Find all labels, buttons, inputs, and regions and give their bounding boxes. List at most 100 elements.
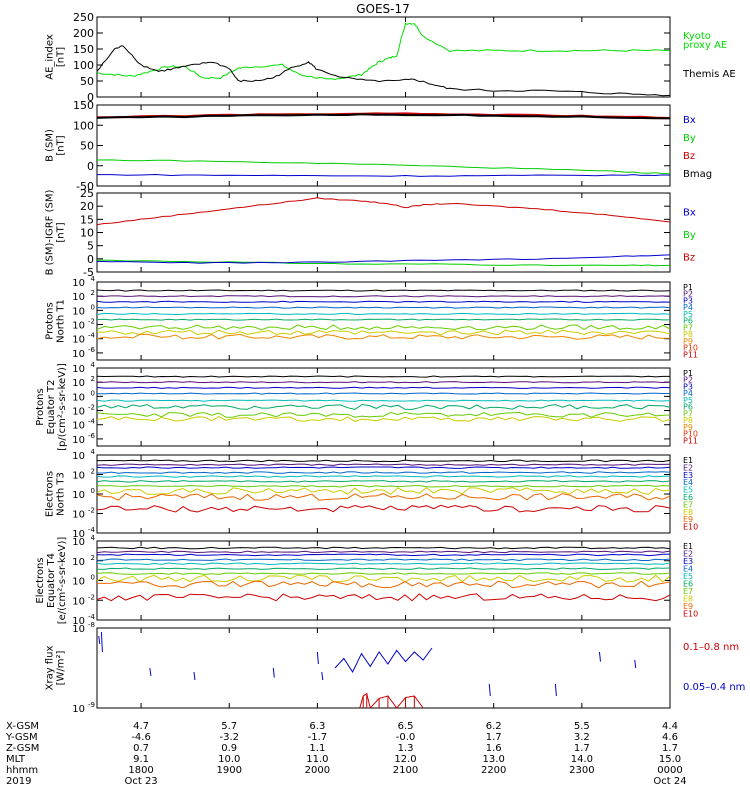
- legend-entry: P6: [683, 403, 693, 412]
- y-axis-label: [nT]: [56, 135, 67, 155]
- series-line-bx: [97, 173, 670, 177]
- legend-entry: E5: [683, 486, 693, 495]
- xray-dash: [149, 667, 152, 677]
- legend-entry: E10: [683, 523, 698, 532]
- legend-entry: 0.05–0.4 nm: [683, 682, 745, 693]
- series-line-p8: [97, 416, 670, 422]
- series-line-p2: [97, 381, 670, 384]
- y-tick-label: 150: [73, 43, 94, 56]
- y-tick-exponent: 0: [91, 487, 95, 495]
- legend-entry: E3: [683, 557, 693, 566]
- series-line-p1: [97, 289, 670, 292]
- ephemeris-value: Oct 23: [124, 776, 157, 787]
- y-tick-label: 100: [73, 119, 94, 132]
- legend-entry: By: [683, 230, 696, 241]
- y-tick-label: 15: [80, 213, 94, 226]
- y-tick-label: 10: [72, 471, 85, 482]
- legend-entry: E2: [683, 550, 693, 559]
- legend-entry: E9: [683, 515, 693, 524]
- legend-entry: P5: [683, 310, 693, 319]
- series-line-p5: [97, 399, 670, 402]
- ephemeris-value: 9.1: [133, 754, 149, 765]
- legend-entry: P11: [683, 436, 698, 445]
- ephemeris-table: X-GSMY-GSMZ-GSMMLThhmm20194.7-4.60.79.11…: [5, 721, 687, 787]
- panel-frame: [96, 627, 671, 709]
- panel-frame: [96, 540, 671, 621]
- y-tick-exponent: 0: [91, 389, 95, 397]
- ephemeris-value: 10.0: [218, 754, 240, 765]
- legend-entry: E9: [683, 602, 693, 611]
- y-tick-label: 100: [73, 59, 94, 72]
- y-tick-label: 10: [72, 624, 85, 635]
- ephemeris-value: 1.7: [486, 732, 502, 743]
- series-line-e4: [97, 471, 670, 474]
- ephemeris-value: 11.0: [306, 754, 328, 765]
- legend-entry: P2: [683, 290, 693, 299]
- y-tick-label: 20: [80, 200, 94, 213]
- series-line-bmag: [97, 113, 670, 120]
- ephemeris-value: 5.5: [574, 721, 590, 732]
- series-line-e1: [97, 459, 670, 463]
- y-tick-label: 10: [72, 529, 85, 540]
- series-line-e5: [97, 475, 670, 478]
- y-axis-label: B (SM): [45, 129, 56, 162]
- series-line-by: [97, 159, 670, 175]
- legend-entry: E7: [683, 587, 693, 596]
- legend-entry: Bz: [683, 253, 695, 264]
- ephemeris-value: 2000: [305, 765, 330, 776]
- legend-entry: P10: [683, 430, 698, 439]
- ephemeris-value: 1.6: [486, 743, 502, 754]
- y-tick-label: 10: [72, 407, 85, 418]
- legend-entry: P1: [683, 283, 693, 292]
- y-tick-label: 10: [72, 278, 85, 289]
- y-tick-exponent: 2: [91, 468, 95, 476]
- legend-entry: P7: [683, 323, 693, 332]
- legend-entry: E7: [683, 500, 693, 509]
- y-tick-exponent: 4: [91, 534, 96, 542]
- ephemeris-value: -4.6: [131, 732, 151, 743]
- legend-entry: proxy AE: [683, 40, 727, 51]
- series-line-p4: [97, 392, 670, 395]
- y-tick-label: 5: [87, 240, 94, 253]
- ephemeris-label: X-GSM: [6, 721, 39, 732]
- series-line-p7: [97, 411, 670, 418]
- xray-dash: [316, 651, 319, 665]
- y-tick-label: 0: [87, 253, 94, 266]
- legend-entry: 0.1–0.8 nm: [683, 642, 739, 653]
- ephemeris-value: 2100: [393, 765, 418, 776]
- legend-entry: E1: [683, 456, 693, 465]
- y-axis-label: Protons: [35, 388, 46, 425]
- y-tick-label: 10: [72, 435, 85, 446]
- y-tick-label: 10: [72, 596, 85, 607]
- y-tick-label: 0: [87, 91, 94, 104]
- y-tick-exponent: -4: [88, 613, 96, 621]
- y-axis-label: B (SM)-IGRF (SM): [45, 190, 56, 276]
- legend-entry: P8: [683, 330, 693, 339]
- legend-entry: E5: [683, 572, 693, 581]
- y-tick-label: 10: [72, 704, 85, 715]
- legend-entry: E4: [683, 565, 693, 574]
- series-line-e10: [97, 593, 670, 602]
- y-tick-exponent: -6: [88, 346, 96, 354]
- ephemeris-value: 6.2: [486, 721, 502, 732]
- series-line-p8: [97, 329, 670, 336]
- series-line-e6: [97, 567, 670, 570]
- xray-dash: [98, 635, 101, 645]
- ephemeris-value: 3.2: [574, 732, 590, 743]
- series-line-e10: [97, 504, 670, 513]
- series-line-by: [97, 259, 670, 267]
- series-group: [97, 112, 670, 177]
- series-group: [97, 197, 670, 267]
- y-axis-label: Protons: [45, 302, 56, 339]
- ephemeris-value: -3.2: [219, 732, 239, 743]
- legend-entry: Themis AE: [682, 69, 736, 80]
- y-tick-label: 200: [73, 27, 94, 40]
- y-tick-label: 10: [72, 321, 85, 332]
- legend-entry: P3: [683, 296, 693, 305]
- y-axis-label: Electrons: [35, 557, 46, 603]
- series-line-e8: [97, 487, 670, 495]
- legend-entry: Bz: [683, 151, 695, 162]
- ephemeris-value: 13.0: [483, 754, 505, 765]
